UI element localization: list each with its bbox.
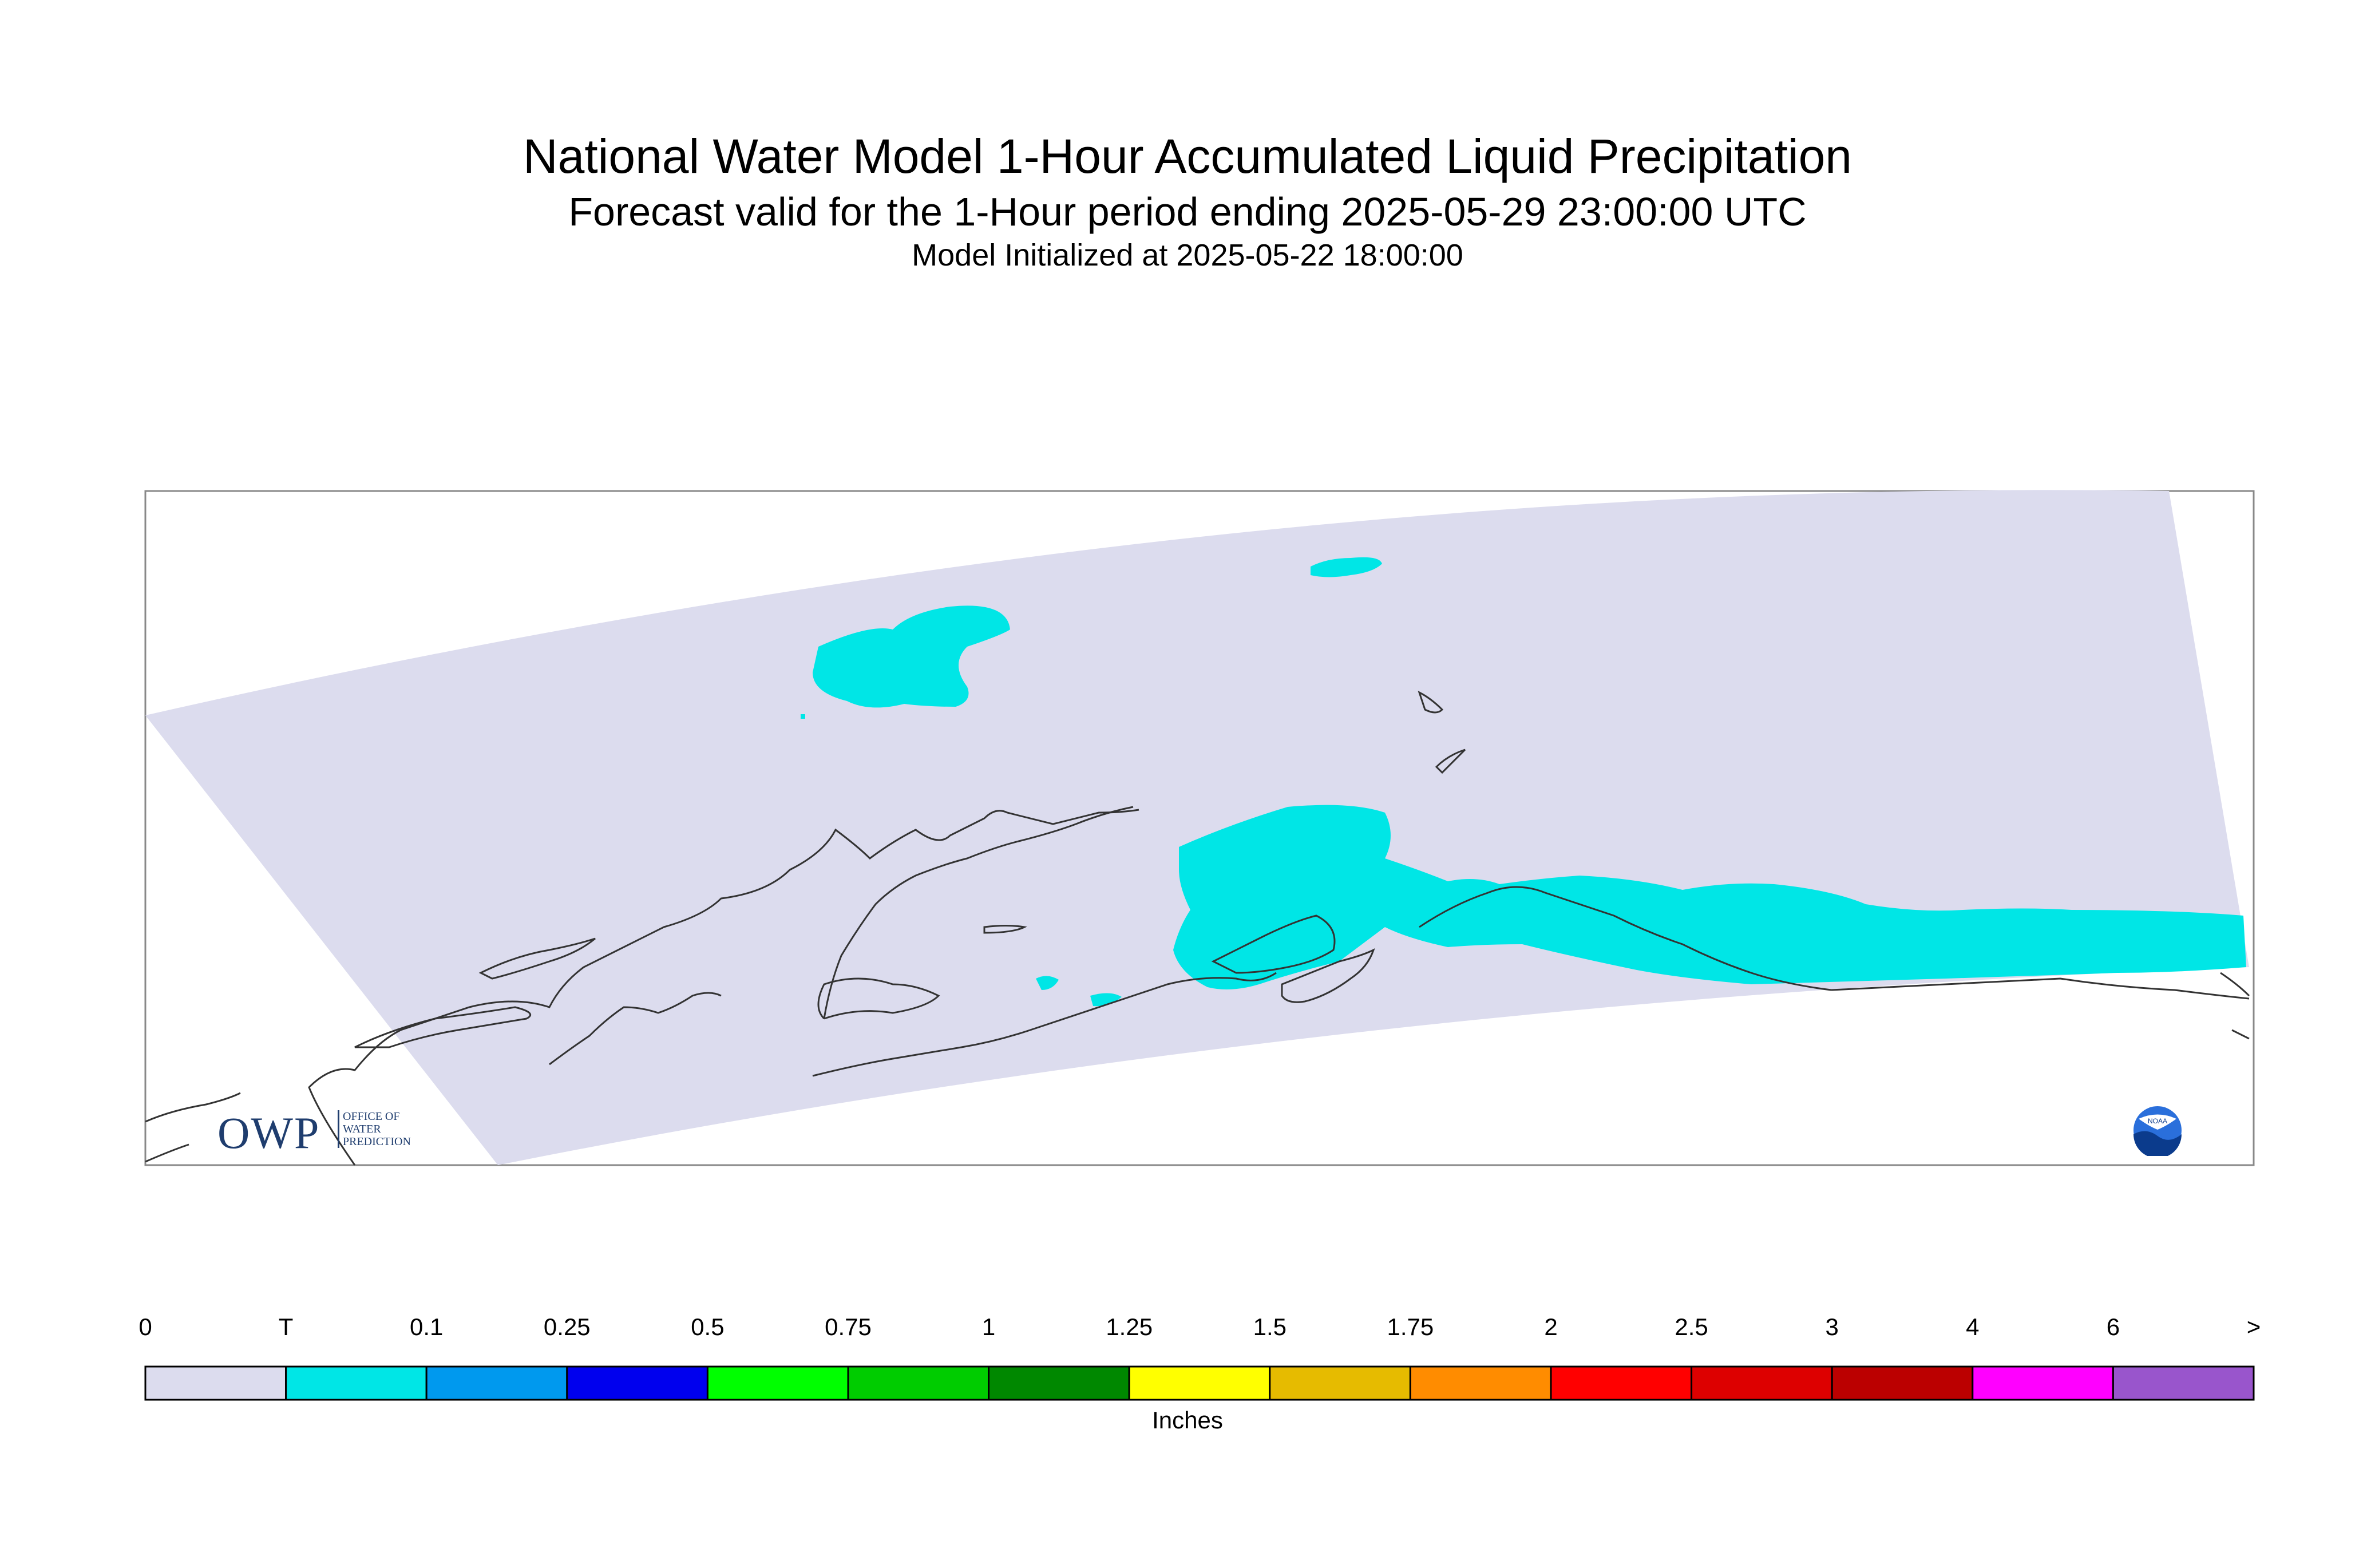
legend-tick-label: 2.5 [1675, 1313, 1708, 1340]
map-frame [144, 490, 2255, 1166]
owp-logo-line-3: PREDICTION [343, 1135, 411, 1148]
precip-area-dot [801, 714, 805, 719]
legend-tick-label: 0.25 [543, 1313, 591, 1340]
legend-tick-label: 2 [1544, 1313, 1558, 1340]
precip-area-arctic [1311, 557, 1382, 577]
precip-areas [801, 557, 2246, 1007]
legend-unit-label: Inches [1152, 1407, 1223, 1434]
map-subtitle: Forecast valid for the 1-Hour period end… [568, 189, 1807, 234]
coastline-islands-north [1418, 691, 1466, 774]
coastline-kenai [1211, 914, 1336, 974]
coastline-western-alaska [308, 809, 1139, 1166]
noaa-logo-text: NOAA [2148, 1117, 2167, 1125]
legend-tick-label: 0 [138, 1313, 152, 1340]
coastline-far-right [2220, 972, 2250, 1040]
coastlines [145, 691, 2250, 1166]
map-title: National Water Model 1-Hour Accumulated … [522, 129, 1852, 183]
legend-tick-label: 1 [981, 1313, 996, 1340]
owp-logo-subtext: OFFICE OF WATER PREDICTION [338, 1110, 411, 1148]
legend-tick-label: 1.5 [1253, 1313, 1287, 1340]
legend-tick-label: > [2246, 1313, 2261, 1340]
model-domain [145, 490, 2249, 1165]
owp-logo-line-2: WATER [343, 1123, 381, 1135]
coastline-alaska-peninsula [812, 972, 1277, 1077]
owp-logo-line-1: OFFICE OF [343, 1110, 400, 1123]
owp-logo: OWP [217, 1107, 320, 1159]
precip-area-north [813, 605, 1010, 708]
coastline-kodiak [1281, 948, 1375, 1003]
coastline-yukon-delta [549, 992, 722, 1066]
coastline-nunivak [478, 937, 596, 980]
coastline-prince-william [1419, 886, 1832, 991]
legend-tick-label: 0.1 [409, 1313, 444, 1340]
legend-tick-label: 0.5 [691, 1313, 725, 1340]
legend-tick-label: 4 [1966, 1313, 1980, 1340]
coastline-far-left [145, 1092, 241, 1163]
precip-area-south-central [1173, 805, 2246, 989]
coastline-arctic-shore [823, 806, 1134, 1019]
coastline-bristol-bay [817, 977, 940, 1020]
legend-tick-label: T [278, 1313, 294, 1340]
coastline-lakes [983, 925, 1027, 934]
model-init-line: Model Initialized at 2025-05-22 18:00:00 [912, 238, 1463, 272]
legend-tick-label: 1.75 [1387, 1313, 1434, 1340]
precip-area-peninsula-2 [1090, 993, 1122, 1007]
legend-tick-label: 6 [2106, 1313, 2120, 1340]
legend-tick-label: 1.25 [1106, 1313, 1153, 1340]
precip-area-peninsula [1036, 976, 1059, 990]
coastline-st-lawrence [354, 1006, 532, 1048]
coastline-southeast [1831, 977, 2250, 1000]
legend-tick-label: 3 [1825, 1313, 1839, 1340]
legend-tick-label: 0.75 [825, 1313, 872, 1340]
owp-logo-mark: OWP [217, 1108, 320, 1158]
noaa-logo: NOAA [2133, 1106, 2182, 1156]
